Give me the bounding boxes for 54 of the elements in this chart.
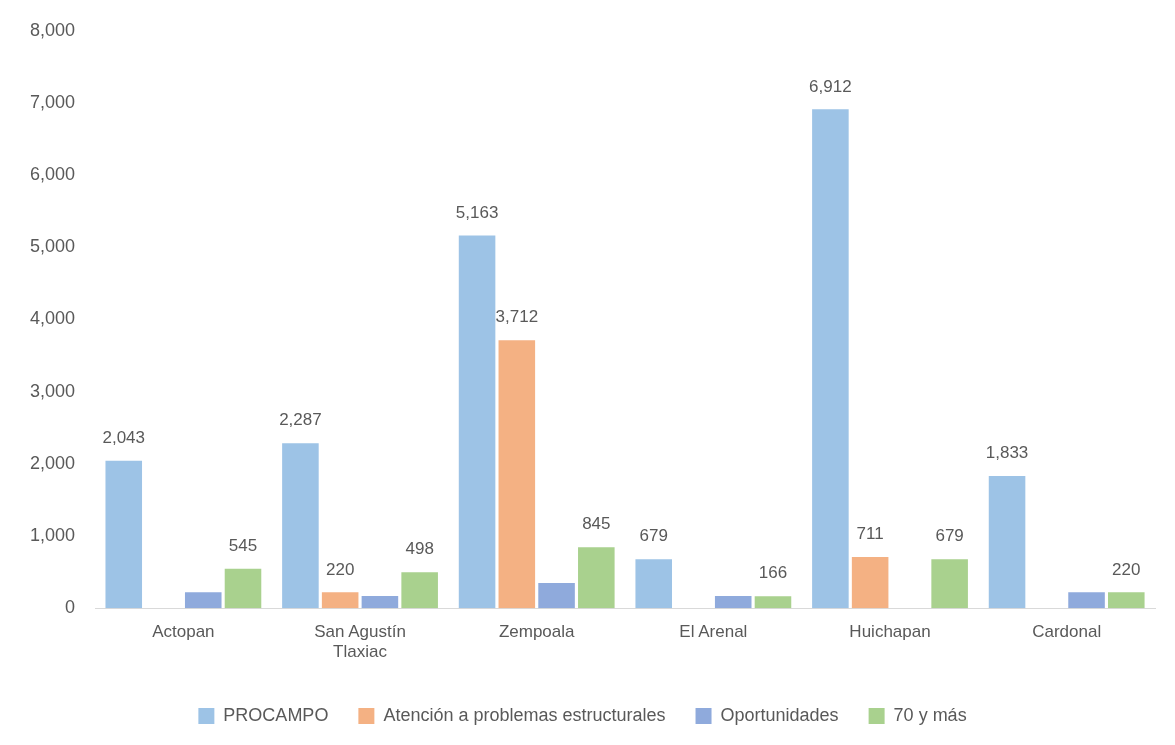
- bar: [224, 568, 262, 609]
- data-label: 679: [639, 526, 668, 546]
- legend-label: PROCAMPO: [223, 704, 329, 725]
- y-tick-label: 5,000: [30, 236, 76, 257]
- x-tick-label: Huichapan: [849, 622, 931, 642]
- bar: [105, 460, 143, 609]
- bar: [714, 595, 752, 609]
- bar: [812, 109, 849, 609]
- data-label: 845: [582, 514, 611, 534]
- data-label: 6,912: [809, 76, 852, 96]
- data-label: 498: [405, 539, 434, 559]
- bar: [988, 475, 1026, 609]
- bar: [538, 582, 575, 609]
- y-tick-label: 4,000: [30, 308, 76, 329]
- bar: [321, 592, 359, 609]
- bar: [184, 592, 222, 609]
- data-label: 220: [1112, 559, 1141, 579]
- bar: [931, 559, 968, 609]
- data-label: 1,833: [985, 443, 1029, 463]
- data-label: 711: [856, 524, 884, 544]
- y-tick-label: 0: [65, 597, 76, 618]
- bar: [1068, 592, 1105, 609]
- x-tick-label: Zempoala: [498, 622, 576, 642]
- bar: [458, 235, 496, 609]
- y-tick-label: 2,000: [30, 452, 76, 473]
- y-tick-label: 7,000: [30, 91, 76, 112]
- data-label: 2,287: [279, 410, 322, 430]
- data-label: 3,712: [495, 307, 539, 327]
- y-tick-label: 1,000: [30, 524, 76, 545]
- x-tick-label: San Agustín Tlaxiac: [314, 622, 406, 662]
- x-tick-label: Actopan: [152, 622, 215, 642]
- data-label: 5,163: [455, 202, 499, 222]
- legend-label: Atención a problemas estructurales: [383, 704, 666, 725]
- data-label: 679: [935, 526, 964, 546]
- data-label: 220: [325, 559, 355, 579]
- bar: [578, 547, 615, 609]
- data-label: 545: [228, 536, 258, 556]
- bar: [754, 596, 792, 609]
- data-label: 2,043: [102, 427, 146, 447]
- bar: [498, 340, 536, 609]
- x-tick-label: Cardonal: [1032, 622, 1102, 642]
- bar: [401, 572, 438, 609]
- y-tick-label: 6,000: [30, 164, 76, 185]
- x-tick-label: El Arenal: [679, 622, 748, 642]
- y-tick-label: 8,000: [30, 19, 76, 40]
- data-label: 166: [758, 563, 788, 583]
- bar: [361, 595, 399, 609]
- bar: [282, 443, 319, 609]
- legend-label: 70 y más: [893, 704, 967, 725]
- bar: [1108, 592, 1145, 609]
- bar: [635, 559, 673, 609]
- legend-label: Oportunidades: [720, 704, 839, 725]
- y-tick-label: 3,000: [30, 380, 76, 401]
- bar: [851, 556, 889, 609]
